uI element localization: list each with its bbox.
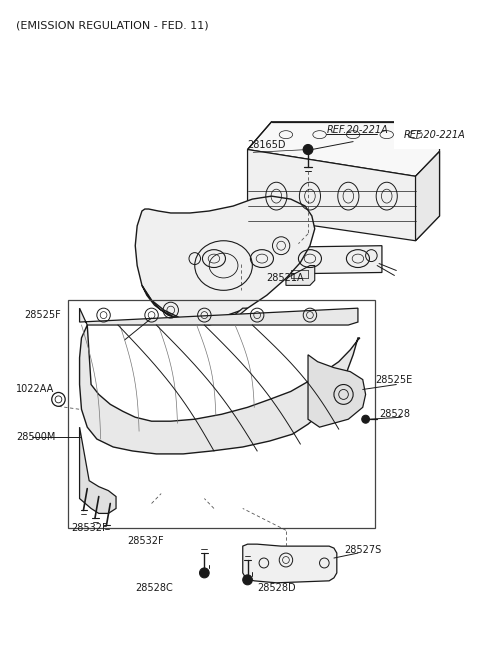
Text: 28528D: 28528D bbox=[257, 583, 296, 593]
Polygon shape bbox=[308, 355, 366, 427]
Text: 28528: 28528 bbox=[379, 409, 410, 419]
Text: REF.20-221A: REF.20-221A bbox=[326, 124, 388, 135]
Circle shape bbox=[200, 568, 209, 578]
Polygon shape bbox=[80, 427, 116, 514]
Text: 1022AA: 1022AA bbox=[16, 384, 54, 394]
Circle shape bbox=[362, 415, 370, 423]
Polygon shape bbox=[135, 196, 315, 320]
Text: 28165D: 28165D bbox=[248, 140, 286, 149]
Text: 28500M: 28500M bbox=[16, 432, 56, 442]
Polygon shape bbox=[142, 286, 248, 325]
Polygon shape bbox=[248, 149, 440, 241]
Polygon shape bbox=[248, 122, 440, 176]
Polygon shape bbox=[243, 544, 337, 583]
Circle shape bbox=[303, 145, 313, 155]
Text: 28525F: 28525F bbox=[24, 310, 60, 320]
Polygon shape bbox=[286, 265, 315, 286]
Text: 28521A: 28521A bbox=[267, 273, 304, 284]
Polygon shape bbox=[80, 325, 360, 454]
Bar bbox=[68, 300, 375, 529]
Polygon shape bbox=[416, 151, 440, 241]
Text: REF.20-221A: REF.20-221A bbox=[404, 130, 466, 140]
Text: 28525E: 28525E bbox=[375, 375, 412, 384]
Circle shape bbox=[243, 575, 252, 585]
Text: 28528C: 28528C bbox=[135, 583, 173, 593]
Polygon shape bbox=[179, 246, 382, 276]
Text: 28532F: 28532F bbox=[128, 536, 164, 546]
Text: 28532F: 28532F bbox=[71, 523, 108, 533]
Text: 28527S: 28527S bbox=[345, 545, 382, 555]
Text: (EMISSION REGULATION - FED. 11): (EMISSION REGULATION - FED. 11) bbox=[16, 20, 209, 31]
Polygon shape bbox=[80, 308, 358, 325]
